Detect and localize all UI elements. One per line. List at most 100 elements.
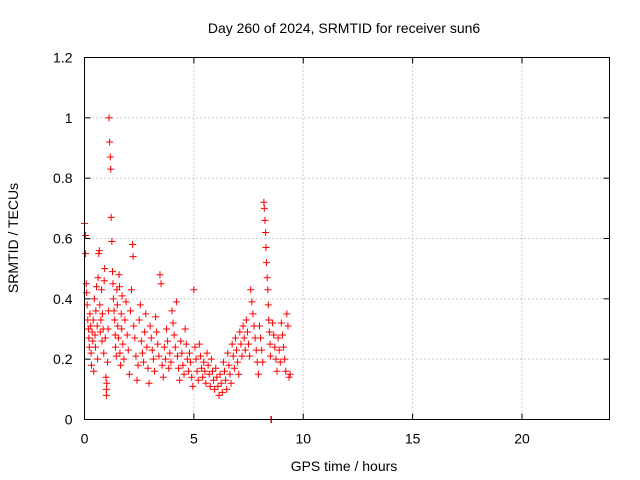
data-point: [164, 337, 172, 345]
data-point: [186, 349, 193, 357]
data-point: [224, 349, 232, 357]
data-point: [120, 355, 128, 363]
data-point: [128, 286, 136, 294]
data-point: [149, 355, 157, 363]
data-point: [275, 346, 283, 354]
y-axis-label: SRMTID / TECUs: [5, 183, 21, 293]
data-point: [98, 286, 106, 294]
data-point: [134, 361, 142, 369]
data-point: [123, 331, 131, 339]
data-point: [262, 228, 270, 236]
data-point: [96, 301, 104, 309]
data-point: [163, 325, 171, 333]
data-point: [239, 322, 247, 330]
data-point: [129, 241, 137, 249]
data-point: [110, 307, 118, 315]
data-point: [125, 370, 133, 378]
data-point: [276, 358, 284, 366]
data-point: [184, 367, 192, 375]
data-point: [263, 274, 271, 282]
data-point: [260, 204, 268, 212]
data-point: [102, 385, 110, 393]
data-point: [96, 328, 104, 336]
data-point: [100, 277, 108, 285]
data-point: [166, 349, 174, 357]
data-point: [89, 337, 97, 345]
data-points: [81, 114, 294, 423]
data-point: [138, 349, 146, 357]
y-tick-label: 1.2: [53, 50, 73, 66]
data-point: [91, 343, 99, 351]
data-point: [124, 346, 132, 354]
data-point: [132, 352, 140, 360]
data-point: [159, 373, 167, 381]
data-point: [90, 367, 98, 375]
data-point: [259, 358, 267, 366]
data-point: [94, 355, 102, 363]
data-point: [216, 370, 224, 378]
data-point: [242, 316, 250, 324]
data-point: [82, 231, 90, 239]
data-point: [277, 319, 285, 327]
data-point: [102, 391, 110, 399]
data-point: [98, 337, 106, 345]
data-point: [241, 346, 249, 354]
data-point: [245, 340, 253, 348]
data-point: [195, 340, 203, 348]
data-point: [155, 352, 163, 360]
data-point: [97, 316, 105, 324]
data-point: [152, 313, 160, 321]
data-point: [204, 361, 212, 369]
data-point: [114, 334, 122, 342]
data-point: [223, 385, 231, 393]
data-point: [285, 373, 293, 381]
data-point: [130, 322, 138, 330]
data-point: [103, 358, 111, 366]
data-point: [86, 310, 94, 318]
data-point: [240, 334, 248, 342]
data-point: [238, 352, 246, 360]
data-point: [272, 355, 280, 363]
data-point: [207, 355, 215, 363]
data-point: [236, 328, 244, 336]
data-point: [206, 382, 214, 390]
data-point: [151, 367, 158, 375]
data-point: [210, 376, 218, 384]
data-point: [173, 352, 181, 360]
data-point: [201, 367, 209, 375]
data-point: [104, 325, 112, 333]
data-point: [136, 301, 144, 309]
data-point: [199, 373, 207, 381]
data-point: [262, 244, 270, 252]
data-point: [112, 343, 120, 351]
data-point: [135, 316, 143, 324]
data-point: [203, 349, 211, 357]
data-point: [280, 343, 288, 351]
data-point: [176, 376, 184, 384]
data-point: [87, 349, 95, 357]
data-point: [193, 367, 201, 375]
data-point: [265, 328, 273, 336]
data-point: [237, 340, 245, 348]
data-point: [145, 379, 153, 387]
data-point: [256, 322, 263, 330]
data-point: [91, 331, 99, 339]
data-point: [254, 370, 262, 378]
data-point: [187, 358, 195, 366]
data-point: [121, 316, 129, 324]
data-point: [175, 364, 183, 372]
data-point: [196, 352, 204, 360]
data-point: [107, 165, 115, 173]
data-point: [234, 358, 242, 366]
data-point: [266, 340, 274, 348]
data-point: [93, 283, 101, 291]
data-point: [147, 334, 155, 342]
data-point: [140, 358, 148, 366]
data-point: [158, 361, 166, 369]
data-point: [261, 216, 269, 224]
data-point: [266, 352, 274, 360]
data-point: [219, 358, 227, 366]
y-tick-label: 0.6: [53, 231, 73, 247]
data-point: [221, 367, 228, 375]
data-point: [101, 265, 109, 273]
